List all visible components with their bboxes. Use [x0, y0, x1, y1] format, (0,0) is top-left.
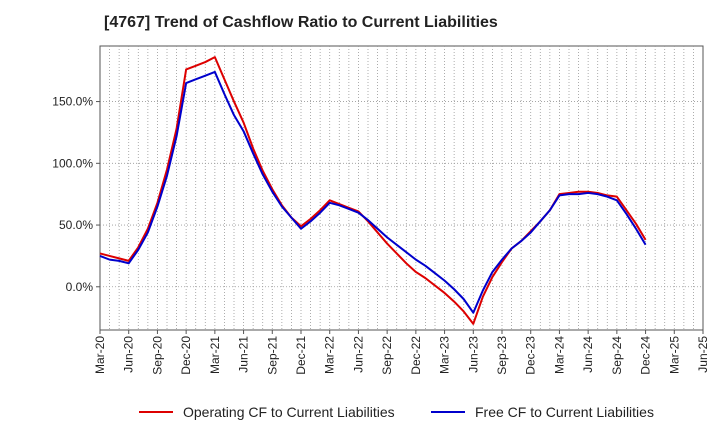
legend-swatch-operating-cf	[139, 411, 173, 413]
series-line-free-cf	[99, 70, 647, 314]
x-tick-label: Dec-20	[179, 336, 193, 375]
legend: Operating CF to Current Liabilities Free…	[0, 404, 720, 426]
legend-label-operating-cf: Operating CF to Current Liabilities	[183, 404, 395, 420]
x-tick-label: Mar-22	[323, 336, 337, 374]
x-tick-label: Sep-23	[495, 336, 509, 375]
x-tick-label: Jun-22	[351, 336, 365, 373]
x-tick-label: Sep-22	[380, 336, 394, 375]
grid	[100, 46, 703, 330]
legend-item-free-cf: Free CF to Current Liabilities	[431, 404, 654, 420]
x-tick-label: Dec-21	[294, 336, 308, 375]
x-tick-label: Sep-20	[150, 336, 164, 375]
chart-title: [4767] Trend of Cashflow Ratio to Curren…	[104, 14, 498, 31]
legend-swatch-free-cf	[431, 411, 465, 413]
y-tick-label: 50.0%	[59, 218, 93, 232]
x-tick-label: Mar-23	[438, 336, 452, 374]
series-group	[99, 56, 647, 325]
x-tick-label: Mar-21	[208, 336, 222, 374]
x-tick-label: Sep-24	[610, 336, 624, 375]
x-tick-label: Jun-23	[466, 336, 480, 373]
y-tick-label: 150.0%	[52, 95, 93, 109]
x-tick-label: Dec-23	[524, 336, 538, 375]
x-tick-label: Jun-20	[122, 336, 136, 373]
y-tick-label: 100.0%	[52, 156, 93, 170]
x-tick-label: Jun-24	[581, 336, 595, 373]
x-tick-label: Dec-22	[409, 336, 423, 375]
x-tick-label: Mar-24	[552, 336, 566, 374]
x-tick-label: Dec-24	[639, 336, 653, 375]
x-axis-ticks: Mar-20 Jun-20 Sep-20 Dec-20 Mar-21 Jun-21 Sep-…	[93, 330, 710, 375]
x-tick-label: Mar-25	[667, 336, 681, 374]
legend-item-operating-cf: Operating CF to Current Liabilities	[139, 404, 395, 420]
x-tick-label: Sep-21	[265, 336, 279, 375]
plot-area	[99, 45, 704, 331]
x-tick-label: Jun-25	[696, 336, 710, 373]
legend-label-free-cf: Free CF to Current Liabilities	[475, 404, 654, 420]
y-tick-label: 0.0%	[66, 280, 94, 294]
x-tick-label: Jun-21	[237, 336, 251, 373]
x-tick-label: Mar-20	[93, 336, 107, 374]
y-axis-ticks: 0.0% 50.0% 100.0% 150.0%	[52, 95, 100, 294]
